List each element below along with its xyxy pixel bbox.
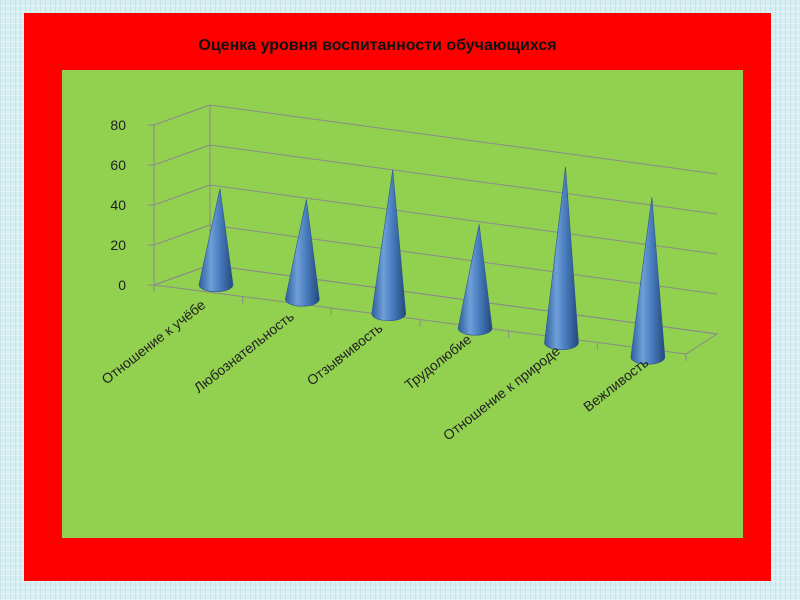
gridline-back — [209, 224, 718, 295]
plot-area: 0 20 40 60 80 Отношение к учёбе Любознательно… — [62, 70, 743, 538]
category-label: Любознательность — [191, 308, 297, 396]
gridline-side — [153, 264, 211, 286]
cone-body — [285, 199, 320, 307]
cone-bar — [457, 224, 493, 336]
cone-chart: 0 20 40 60 80 Отношение к учёбеЛюбознательно… — [98, 104, 719, 443]
cone-body — [198, 188, 234, 293]
y-tick-label: 40 — [110, 197, 126, 213]
y-tick-label: 60 — [110, 157, 126, 173]
gridline-back — [209, 144, 718, 215]
category-label: Отношение к природе — [440, 342, 563, 443]
gridline-back — [209, 104, 718, 175]
gridline-side — [153, 184, 211, 206]
gridline-side — [153, 224, 211, 246]
cone-bar — [544, 166, 579, 351]
chart-title: Оценка уровня воспитанности обучающихся — [198, 37, 557, 54]
y-tick-label: 80 — [110, 117, 126, 133]
gridline-side — [153, 144, 211, 166]
cone-body — [371, 169, 407, 322]
category-label: Отношение к учёбе — [98, 296, 208, 387]
cone-bar — [630, 197, 666, 365]
y-tick-label: 0 — [118, 277, 126, 293]
chart-floor — [153, 264, 719, 355]
cone-bar — [285, 199, 320, 307]
cone-body — [457, 224, 493, 336]
cone-body — [544, 166, 579, 351]
cone-bar — [371, 169, 407, 322]
gridline-back — [209, 184, 718, 255]
category-label: Вежливость — [580, 354, 651, 415]
gridline-side — [153, 104, 211, 126]
y-tick-label: 20 — [110, 237, 126, 253]
cone-body — [630, 197, 666, 365]
cone-bar — [198, 188, 234, 293]
category-label: Отзывчивость — [304, 320, 386, 389]
category-label: Трудолюбие — [401, 331, 474, 393]
